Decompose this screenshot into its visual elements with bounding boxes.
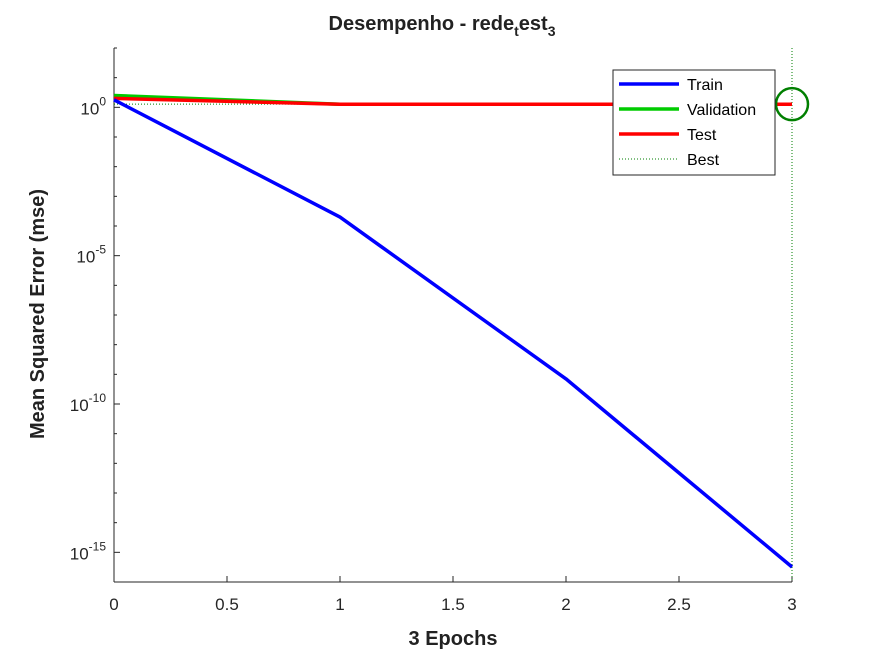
legend-label-train: Train bbox=[687, 77, 723, 94]
legend-label-test: Test bbox=[687, 127, 717, 144]
y-tick-label: 10-15 bbox=[70, 539, 107, 563]
legend: Train Validation Test Best bbox=[612, 69, 776, 176]
x-tick-label: 1 bbox=[335, 595, 344, 614]
plot-axes: 0 0.5 1 1.5 2 2.5 3 100 10-5 10-10 10-15 bbox=[70, 47, 797, 614]
x-tick-label: 1.5 bbox=[441, 595, 465, 614]
series-line-train bbox=[113, 98, 794, 569]
best-marker bbox=[774, 86, 810, 122]
x-tick-label: 2 bbox=[561, 595, 570, 614]
x-tick-label: 0 bbox=[109, 595, 118, 614]
x-tick-label: 3 bbox=[787, 595, 796, 614]
x-tick-label: 2.5 bbox=[667, 595, 691, 614]
chart-title: Desempenho - redetest3 bbox=[329, 13, 556, 39]
title-subscript: t bbox=[514, 23, 519, 39]
title-middle: est bbox=[519, 13, 548, 35]
y-tick-label: 10-5 bbox=[76, 243, 106, 267]
y-tick-label: 100 bbox=[80, 94, 106, 118]
svg-text:Desempenho - redetest3: Desempenho - redetest3 bbox=[329, 13, 556, 39]
title-subscript-2: 3 bbox=[548, 23, 556, 39]
y-axis-label: Mean Squared Error (mse) bbox=[27, 189, 49, 439]
title-main: Desempenho - rede bbox=[329, 13, 515, 35]
legend-box bbox=[612, 69, 776, 176]
legend-label-validation: Validation bbox=[687, 102, 756, 119]
legend-label-best: Best bbox=[687, 152, 720, 169]
x-tick-label: 0.5 bbox=[215, 595, 239, 614]
y-tick-label: 10-10 bbox=[70, 391, 107, 415]
x-axis-label: 3 Epochs bbox=[409, 628, 498, 650]
